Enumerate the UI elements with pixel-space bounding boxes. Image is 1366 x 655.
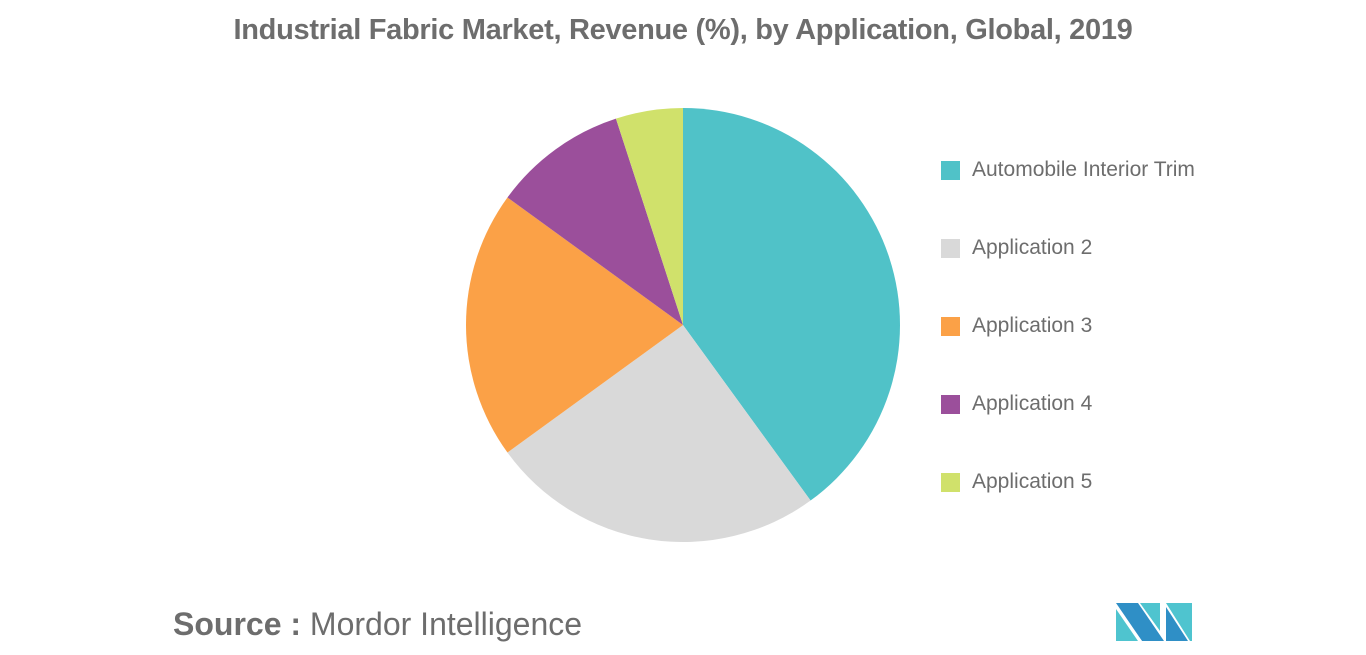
legend-item: Automobile Interior Trim xyxy=(941,152,1195,188)
source-label: Source : xyxy=(173,606,302,642)
legend-label: Automobile Interior Trim xyxy=(972,158,1195,181)
legend-label: Application 4 xyxy=(972,392,1093,415)
pie-slice xyxy=(465,197,683,453)
legend-swatch xyxy=(941,472,960,492)
chart-title: Industrial Fabric Market, Revenue (%), b… xyxy=(233,14,1133,46)
pie-slice xyxy=(683,108,900,501)
legend-label: Application 5 xyxy=(972,470,1093,493)
legend-item: Application 2 xyxy=(941,230,1195,266)
legend-swatch xyxy=(941,394,960,414)
legend-swatch xyxy=(941,238,960,258)
legend-item: Application 3 xyxy=(941,308,1195,344)
pie-slice xyxy=(507,118,683,326)
legend-label: Application 2 xyxy=(972,236,1093,259)
legend-swatch xyxy=(941,160,960,180)
source-note: Source : Mordor Intelligence xyxy=(173,606,582,643)
legend-swatch xyxy=(941,316,960,336)
legend-item: Application 4 xyxy=(941,386,1195,422)
source-value: Mordor Intelligence xyxy=(309,606,583,642)
legend: Automobile Interior Trim Application 2 A… xyxy=(941,152,1195,542)
legend-label: Application 3 xyxy=(972,314,1093,337)
legend-item: Application 5 xyxy=(941,464,1195,500)
mordor-intelligence-logo-icon xyxy=(1116,603,1192,641)
pie-slice xyxy=(507,325,811,542)
pie-slice xyxy=(615,108,683,325)
